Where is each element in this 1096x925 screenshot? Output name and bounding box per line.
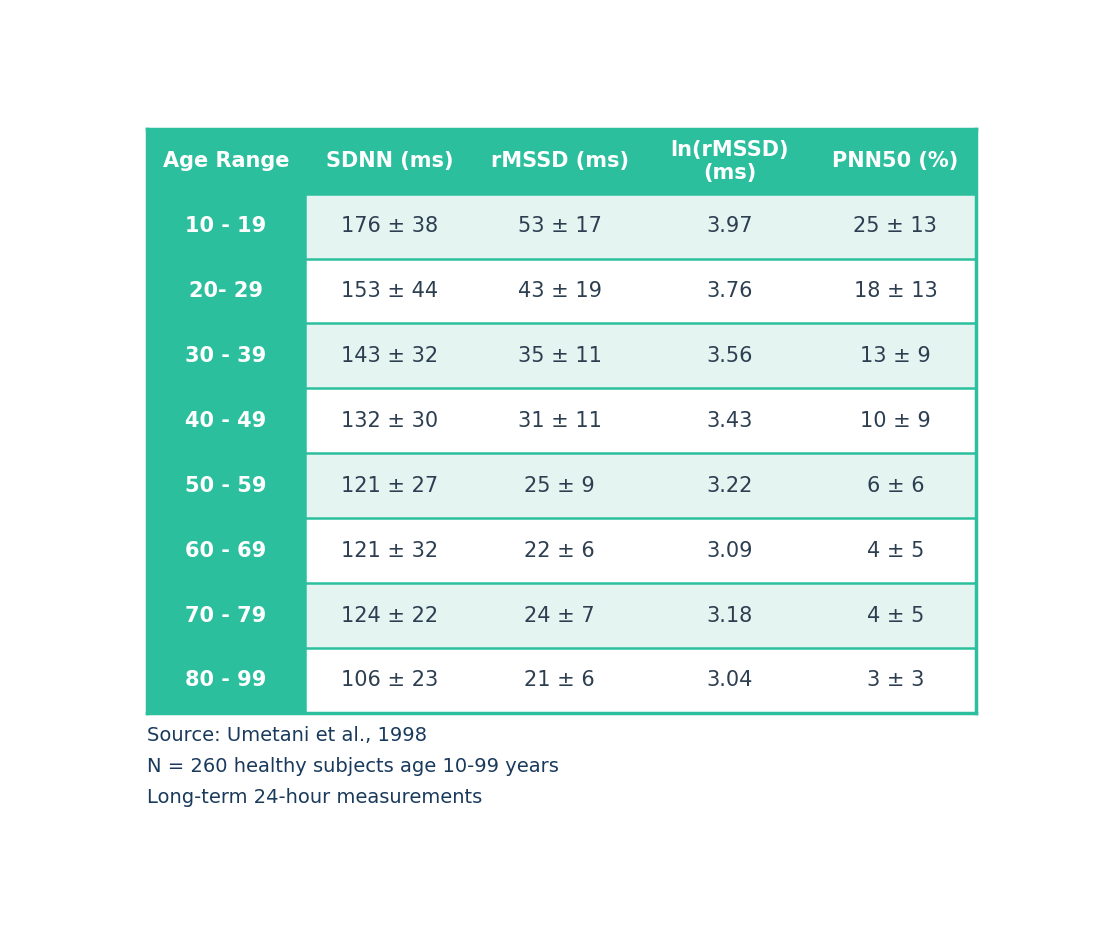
Bar (475, 453, 644, 518)
Text: 25 ± 13: 25 ± 13 (854, 216, 937, 236)
Bar (814, 193, 977, 259)
Text: SDNN (ms): SDNN (ms) (326, 152, 454, 171)
Bar (644, 324, 814, 388)
Text: 31 ± 11: 31 ± 11 (517, 411, 602, 431)
Text: 25 ± 9: 25 ± 9 (524, 475, 595, 496)
Text: 132 ± 30: 132 ± 30 (341, 411, 438, 431)
Text: PNN50 (%): PNN50 (%) (832, 152, 959, 171)
Text: 121 ± 32: 121 ± 32 (341, 540, 438, 561)
Text: 3.76: 3.76 (706, 281, 753, 301)
Text: N = 260 healthy subjects age 10-99 years: N = 260 healthy subjects age 10-99 years (147, 757, 559, 776)
Bar (814, 388, 977, 453)
Bar (475, 518, 644, 583)
Bar (475, 583, 644, 648)
Text: 6 ± 6: 6 ± 6 (867, 475, 924, 496)
Text: rMSSD (ms): rMSSD (ms) (491, 152, 629, 171)
Bar (147, 259, 305, 324)
Text: 3.18: 3.18 (707, 606, 753, 625)
Text: 176 ± 38: 176 ± 38 (341, 216, 438, 236)
Text: 80 - 99: 80 - 99 (185, 671, 266, 690)
Bar (644, 518, 814, 583)
Bar (147, 453, 305, 518)
Text: 40 - 49: 40 - 49 (185, 411, 266, 431)
Bar (644, 388, 814, 453)
Text: 3.43: 3.43 (707, 411, 753, 431)
Bar (475, 388, 644, 453)
Bar (814, 129, 977, 193)
Text: 35 ± 11: 35 ± 11 (517, 346, 602, 366)
Text: 20- 29: 20- 29 (189, 281, 263, 301)
Text: 4 ± 5: 4 ± 5 (867, 606, 924, 625)
Bar (475, 193, 644, 259)
Text: 30 - 39: 30 - 39 (185, 346, 266, 366)
Bar (814, 648, 977, 713)
Text: 13 ± 9: 13 ± 9 (860, 346, 931, 366)
Text: Long-term 24-hour measurements: Long-term 24-hour measurements (147, 788, 482, 808)
Text: 60 - 69: 60 - 69 (185, 540, 266, 561)
Bar (644, 259, 814, 324)
Text: 3 ± 3: 3 ± 3 (867, 671, 924, 690)
Bar (814, 583, 977, 648)
Bar (814, 259, 977, 324)
Text: 3.22: 3.22 (707, 475, 753, 496)
Text: Age Range: Age Range (162, 152, 289, 171)
Text: 106 ± 23: 106 ± 23 (341, 671, 438, 690)
Text: Source: Umetani et al., 1998: Source: Umetani et al., 1998 (147, 726, 427, 745)
Bar (644, 453, 814, 518)
Text: 53 ± 17: 53 ± 17 (517, 216, 602, 236)
Text: 70 - 79: 70 - 79 (185, 606, 266, 625)
Bar (814, 453, 977, 518)
Bar (147, 129, 305, 193)
Bar (475, 259, 644, 324)
Text: 24 ± 7: 24 ± 7 (524, 606, 595, 625)
Text: ln(rMSSD)
(ms): ln(rMSSD) (ms) (671, 140, 789, 183)
Bar (305, 388, 475, 453)
Text: 50 - 59: 50 - 59 (185, 475, 266, 496)
Text: 3.97: 3.97 (706, 216, 753, 236)
Bar (305, 453, 475, 518)
Bar (305, 324, 475, 388)
Bar (475, 324, 644, 388)
Text: 10 ± 9: 10 ± 9 (860, 411, 931, 431)
Bar (644, 193, 814, 259)
Text: 4 ± 5: 4 ± 5 (867, 540, 924, 561)
Text: 21 ± 6: 21 ± 6 (524, 671, 595, 690)
Text: 22 ± 6: 22 ± 6 (524, 540, 595, 561)
Text: 124 ± 22: 124 ± 22 (341, 606, 438, 625)
Bar (814, 518, 977, 583)
Text: 143 ± 32: 143 ± 32 (341, 346, 438, 366)
Text: 153 ± 44: 153 ± 44 (341, 281, 438, 301)
Bar (147, 324, 305, 388)
Bar (475, 129, 644, 193)
Text: 43 ± 19: 43 ± 19 (517, 281, 602, 301)
Bar (475, 648, 644, 713)
Text: 121 ± 27: 121 ± 27 (341, 475, 438, 496)
Bar (644, 583, 814, 648)
Bar (644, 129, 814, 193)
Bar (305, 259, 475, 324)
Bar (305, 583, 475, 648)
Bar (644, 648, 814, 713)
Bar (305, 129, 475, 193)
Bar (305, 193, 475, 259)
Bar (305, 648, 475, 713)
Bar (147, 583, 305, 648)
Text: 10 - 19: 10 - 19 (185, 216, 266, 236)
Bar (814, 324, 977, 388)
Bar (147, 518, 305, 583)
Bar (147, 193, 305, 259)
Bar (147, 388, 305, 453)
Bar (147, 648, 305, 713)
Text: 3.04: 3.04 (707, 671, 753, 690)
Bar (305, 518, 475, 583)
Text: 18 ± 13: 18 ± 13 (854, 281, 937, 301)
Text: 3.09: 3.09 (706, 540, 753, 561)
Text: 3.56: 3.56 (706, 346, 753, 366)
